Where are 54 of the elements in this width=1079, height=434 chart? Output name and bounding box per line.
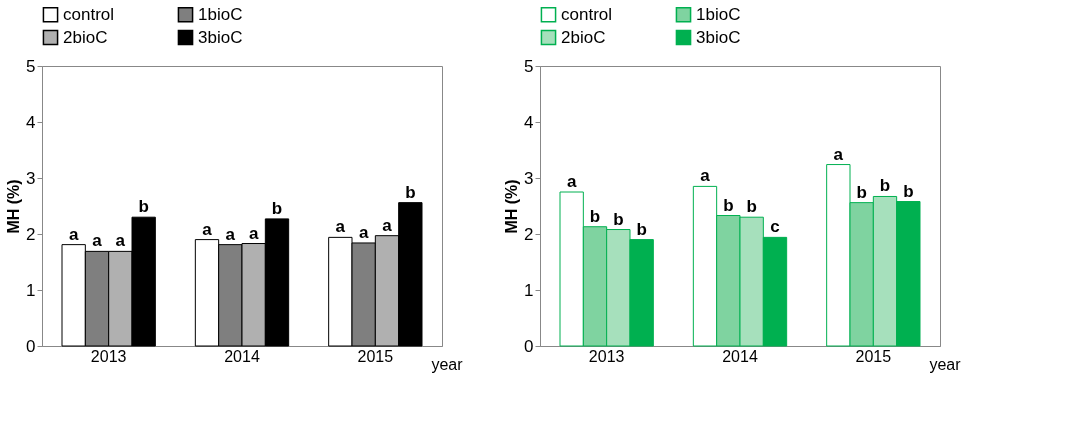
y-tick-label: 4 <box>26 112 36 132</box>
data-label: b <box>613 209 624 229</box>
y-tick-label: 2 <box>524 224 534 244</box>
legend-label: control <box>561 4 613 24</box>
data-label: a <box>115 231 126 251</box>
data-label: b <box>879 176 891 196</box>
y-tick-label: 3 <box>26 168 36 188</box>
data-label: b <box>271 198 283 218</box>
data-label: a <box>225 224 236 244</box>
data-label: c <box>770 217 780 237</box>
data-label: a <box>248 223 259 243</box>
x-tick-label: 2013 <box>588 347 625 365</box>
data-label: a <box>335 217 346 237</box>
data-label: a <box>68 224 79 244</box>
data-label: b <box>405 182 416 202</box>
legend-label: control <box>63 4 115 24</box>
data-label: a <box>700 166 711 186</box>
data-label: b <box>723 195 734 215</box>
data-label: a <box>202 219 213 239</box>
x-tick-label: 2014 <box>722 347 758 365</box>
x-tick-label: 2013 <box>90 347 127 365</box>
data-label: b <box>636 219 647 239</box>
data-label: a <box>382 215 393 235</box>
y-tick-label: 2 <box>26 224 36 244</box>
data-label: b <box>589 206 601 226</box>
data-label: a <box>358 222 369 242</box>
legend-label: 2bioC <box>561 27 606 47</box>
data-label: a <box>92 231 103 251</box>
data-label: b <box>856 182 867 202</box>
data-label: b <box>138 197 149 217</box>
x-tick-label: 2015 <box>855 347 892 365</box>
data-label: a <box>833 144 844 164</box>
x-tick-label: 2014 <box>224 347 260 365</box>
legend-label: 3bioC <box>696 27 741 47</box>
y-tick-label: 0 <box>26 336 36 356</box>
y-tick-label: 5 <box>26 56 36 76</box>
legend-label: 3bioC <box>198 27 243 47</box>
legend-label: 1bioC <box>696 4 741 24</box>
y-axis-title: MH (%) <box>503 179 521 234</box>
y-tick-label: 4 <box>524 112 534 132</box>
x-axis-title: year <box>431 355 464 373</box>
y-tick-label: 1 <box>26 280 36 300</box>
data-label: b <box>746 197 757 217</box>
legend-label: 1bioC <box>198 4 243 24</box>
y-tick-label: 3 <box>524 168 534 188</box>
x-axis-title: year <box>929 355 962 373</box>
data-label: b <box>903 181 914 201</box>
legend-label: 2bioC <box>63 27 108 47</box>
data-label: a <box>566 172 577 191</box>
y-axis-title: MH (%) <box>5 179 23 234</box>
y-tick-label: 0 <box>524 336 534 356</box>
y-tick-label: 5 <box>524 56 534 76</box>
y-tick-label: 1 <box>524 280 534 300</box>
x-tick-label: 2015 <box>357 347 394 365</box>
